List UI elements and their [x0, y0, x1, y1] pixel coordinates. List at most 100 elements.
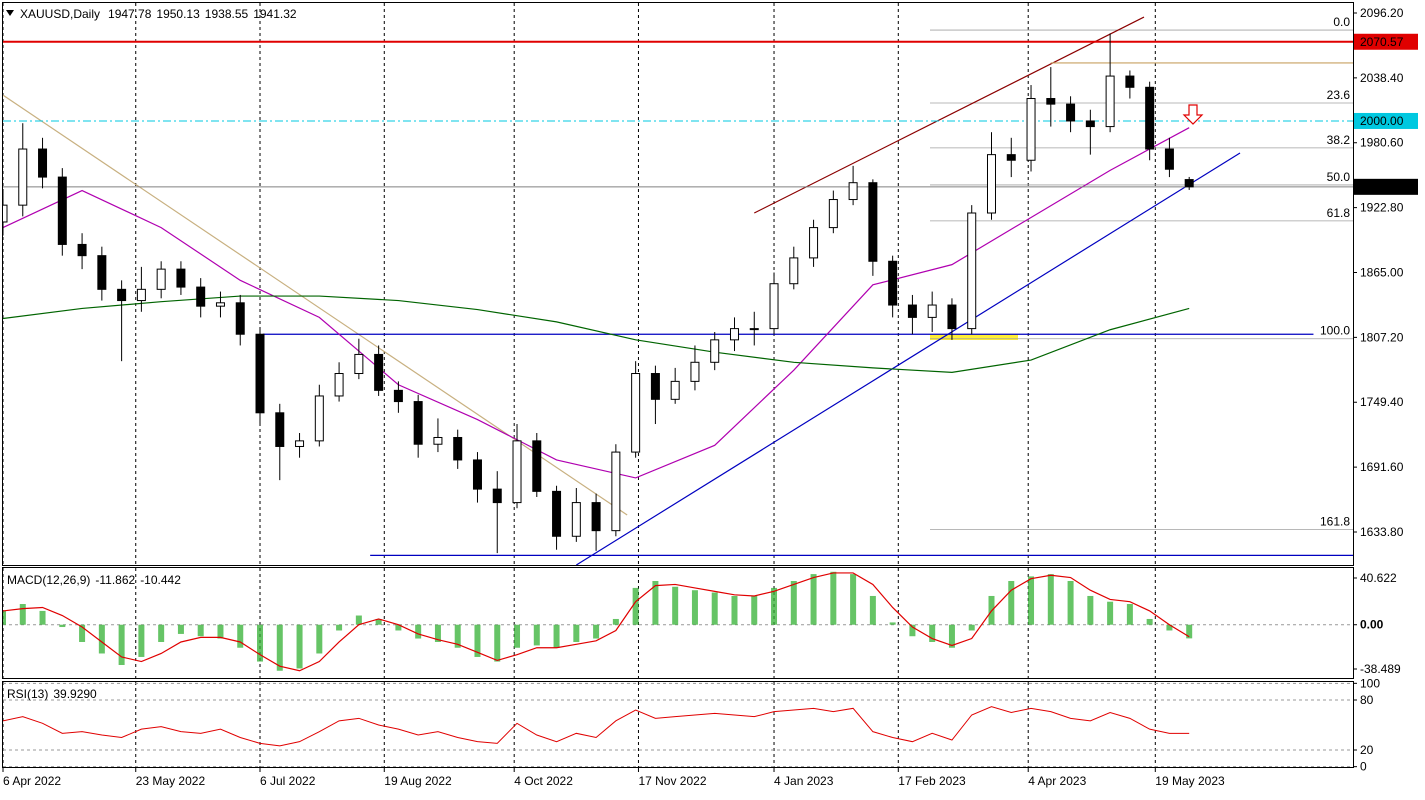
macd-bar [850, 574, 857, 625]
candle-body [828, 199, 838, 229]
rsi-title: RSI(13) 39.9290 [7, 687, 97, 701]
candle-body [472, 459, 482, 490]
macd-bar [395, 624, 402, 631]
macd-bar [672, 586, 679, 625]
candle-body [749, 328, 759, 331]
candle-body [492, 488, 502, 504]
candle-body [571, 502, 581, 537]
macd-signal-line [3, 572, 1190, 672]
y-tick-label: 1807.20 [1360, 330, 1404, 344]
y-tick-label: 1749.40 [1360, 395, 1404, 409]
rsi-panel [3, 682, 1353, 767]
macd-bar [415, 624, 422, 639]
signal-value: -10.442 [140, 573, 181, 587]
candle-body [1164, 148, 1174, 170]
candle-body [789, 257, 799, 285]
current-price-box [1354, 178, 1418, 195]
macd-bar [889, 622, 896, 625]
macd-bar [118, 624, 125, 665]
y-tick-label: 1922.80 [1360, 201, 1404, 215]
macd-bar [1146, 618, 1153, 625]
level-label-box [1354, 112, 1418, 129]
candle-body [1066, 103, 1076, 122]
candle-body [512, 440, 522, 504]
macd-value: -11.862 [95, 573, 135, 587]
macd-bar [612, 618, 619, 625]
macd-panel [3, 571, 1353, 672]
price-panel: 0.0 23.6 38.2 50.0 61.8 100.0 161.8 [3, 15, 1353, 565]
macd-bar [237, 624, 244, 648]
low-value: 1938.55 [205, 7, 249, 21]
candle-body [117, 288, 127, 302]
macd-title: MACD(12,26,9) -11.862 -10.442 [7, 573, 181, 587]
candle-body [295, 440, 305, 447]
rsi-name: RSI(13) [7, 687, 48, 701]
macd-bar [553, 624, 560, 648]
macd-bar [158, 624, 165, 642]
chart-title: XAUUSD,Daily 1947.78 1950.13 1938.55 1941.32 [20, 7, 297, 21]
candle-body [156, 268, 166, 290]
candle-body [196, 286, 206, 307]
candle-body [1184, 179, 1194, 188]
macd-bar [593, 624, 600, 639]
macd-y-tick-label: 0.00 [1360, 618, 1384, 632]
macd-bar [276, 624, 283, 671]
axes: 6 Apr 2022 23 May 2022 6 Jul 2022 19 Aug 20… [2, 6, 1418, 788]
candle-body [57, 176, 67, 245]
fib-label: 61.8 [1327, 206, 1351, 220]
rsi-y-tick-label: 0 [1360, 760, 1367, 774]
trendline [3, 94, 628, 516]
candle-body [611, 451, 621, 532]
candle-body [255, 333, 265, 414]
macd-bar [39, 610, 46, 625]
candle-body [690, 361, 700, 382]
macd-bar [375, 618, 382, 625]
macd-bar [217, 624, 224, 639]
candle-body [453, 436, 463, 461]
macd-bar [771, 587, 778, 625]
macd-bar [1107, 601, 1114, 625]
candle-body [393, 389, 403, 403]
y-tick-label: 2038.40 [1360, 71, 1404, 85]
price-panel-border [2, 2, 1354, 566]
y-tick-label: 1691.60 [1360, 460, 1404, 474]
candle-body [1026, 98, 1036, 161]
macd-bar [948, 624, 955, 648]
macd-bar [731, 595, 738, 625]
macd-bar [652, 581, 659, 625]
x-tick-label: 4 Apr 2023 [1028, 774, 1086, 788]
current-price-label: 1941.32 [1360, 180, 1404, 194]
macd-bar [454, 624, 461, 648]
macd-bar [434, 624, 441, 642]
macd-bar [1008, 581, 1015, 625]
candle-body [650, 373, 660, 400]
x-tick-label: 6 Apr 2022 [3, 774, 61, 788]
candle-body [1105, 75, 1115, 128]
macd-bar [494, 624, 501, 662]
macd-bar [1067, 581, 1074, 625]
candle-body [907, 304, 917, 318]
macd-bar [1186, 624, 1193, 639]
candle-body [967, 212, 977, 330]
down-arrow [1182, 104, 1204, 125]
y-tick-label: 1633.80 [1360, 525, 1404, 539]
candle-body [729, 328, 739, 341]
candle-body [354, 353, 364, 375]
candle-body [1145, 86, 1155, 150]
rsi-value: 39.9290 [53, 687, 97, 701]
macd-y-tick-label: 40.622 [1360, 571, 1397, 585]
x-tick-label: 17 Feb 2023 [898, 774, 966, 788]
macd-bar [474, 624, 481, 657]
candle-body [848, 182, 858, 201]
rsi-panel-border [2, 681, 1354, 768]
macd-bar [810, 574, 817, 625]
macd-bar [751, 595, 758, 625]
macd-bar [3, 610, 6, 625]
macd-bar [533, 624, 540, 646]
fib-label: 23.6 [1327, 88, 1351, 102]
level-label-box [1354, 33, 1418, 50]
candle-body [532, 440, 542, 492]
candle-body [631, 373, 641, 453]
y-tick-label: 1980.60 [1360, 136, 1404, 150]
